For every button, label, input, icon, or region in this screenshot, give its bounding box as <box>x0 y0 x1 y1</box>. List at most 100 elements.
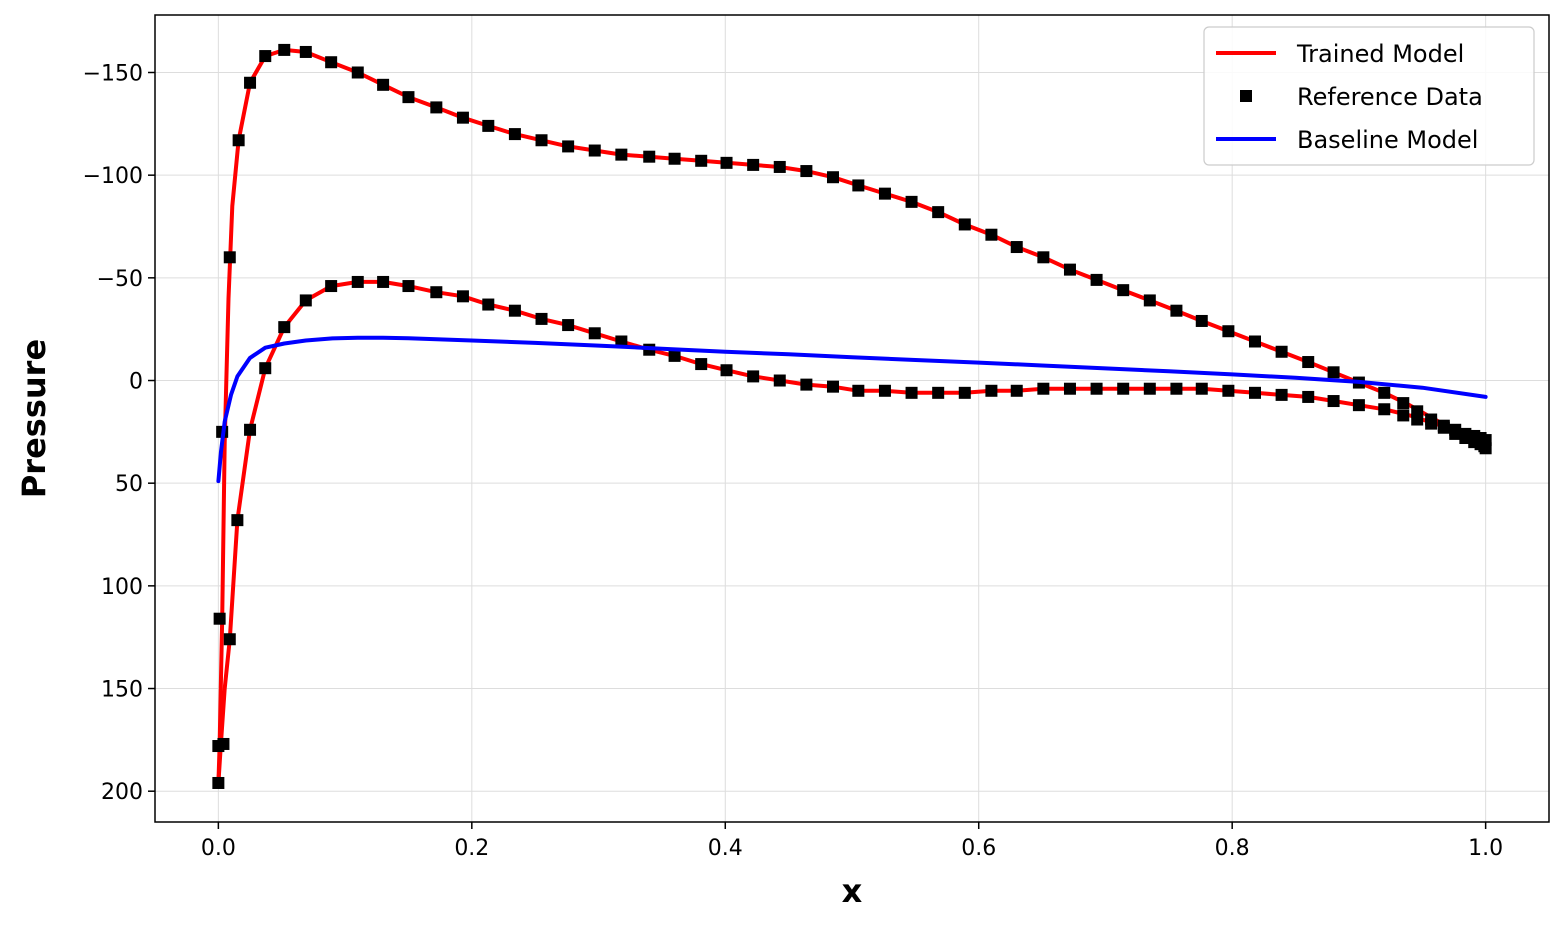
legend: Trained Model Reference Data Baseline Mode… <box>1203 26 1535 166</box>
reference-data-point <box>1302 356 1315 369</box>
reference-data-point <box>1248 335 1261 348</box>
reference-data-point <box>588 327 601 340</box>
reference-data-point <box>1275 388 1288 401</box>
reference-data-point <box>1195 382 1208 395</box>
reference-data-point <box>1302 390 1315 403</box>
y-tick-label: 100 <box>101 575 143 600</box>
reference-data-point <box>1063 263 1076 276</box>
reference-data-point <box>773 160 786 173</box>
reference-data-point <box>958 218 971 231</box>
reference-data-point <box>1037 251 1050 264</box>
reference-data-point <box>508 128 521 141</box>
reference-data-point <box>932 206 945 219</box>
x-tick-label: 0.6 <box>961 836 996 861</box>
x-tick-label: 0.4 <box>708 836 743 861</box>
x-tick-label: 1.0 <box>1468 836 1503 861</box>
reference-data-point <box>1449 423 1462 436</box>
reference-data-point <box>299 45 312 58</box>
reference-data-point <box>402 280 415 293</box>
reference-data-point <box>773 374 786 387</box>
reference-data-point <box>482 298 495 311</box>
reference-data-point <box>1063 382 1076 395</box>
reference-data-point <box>1411 413 1424 426</box>
reference-data-point <box>1170 304 1183 317</box>
reference-data-point <box>1090 273 1103 286</box>
reference-data-point <box>299 294 312 307</box>
reference-data-point <box>223 633 236 646</box>
reference-data-point <box>747 158 760 171</box>
reference-data-point <box>615 148 628 161</box>
reference-data-point <box>377 78 390 91</box>
legend-box <box>1203 26 1535 166</box>
reference-data-point <box>1425 417 1438 430</box>
reference-data-point <box>1195 314 1208 327</box>
reference-data-point <box>1275 345 1288 358</box>
reference-data-point <box>695 358 708 371</box>
reference-data-point <box>482 119 495 132</box>
reference-data-point <box>1117 382 1130 395</box>
y-tick-label: −150 <box>83 61 143 86</box>
reference-data-point <box>244 423 257 436</box>
reference-data-point <box>985 384 998 397</box>
x-tick-label: 0.8 <box>1215 836 1250 861</box>
reference-data-point <box>402 91 415 104</box>
y-tick-label: 200 <box>101 780 143 805</box>
reference-data-point <box>852 384 865 397</box>
reference-data-point <box>1327 395 1340 408</box>
reference-data-point <box>217 737 230 750</box>
reference-data-point <box>826 380 839 393</box>
reference-data-point <box>1352 399 1365 412</box>
reference-data-point <box>456 290 469 303</box>
reference-data-point <box>1397 397 1410 410</box>
reference-data-point <box>643 150 656 163</box>
reference-data-point <box>1248 386 1261 399</box>
reference-data-point <box>878 384 891 397</box>
reference-data-point <box>325 56 338 69</box>
reference-data-point <box>430 286 443 299</box>
reference-data-point <box>932 386 945 399</box>
y-tick-label: 150 <box>101 678 143 703</box>
reference-data-point <box>325 280 338 293</box>
reference-data-point <box>508 304 521 317</box>
reference-data-point <box>351 275 364 288</box>
reference-data-point <box>535 134 548 147</box>
y-axis-label: Pressure <box>15 339 53 498</box>
reference-data-point <box>1117 284 1130 297</box>
reference-data-point <box>213 612 226 625</box>
reference-data-point <box>535 312 548 325</box>
reference-data-point <box>1090 382 1103 395</box>
reference-data-point <box>985 228 998 241</box>
reference-data-point <box>958 386 971 399</box>
reference-data-point <box>588 144 601 157</box>
reference-data-point <box>259 50 272 63</box>
reference-data-point <box>720 156 733 169</box>
reference-data-point <box>668 152 681 165</box>
reference-data-point <box>878 187 891 200</box>
reference-data-point <box>1327 366 1340 379</box>
reference-data-point <box>223 251 236 264</box>
reference-data-point <box>430 101 443 114</box>
y-tick-label: 0 <box>129 370 143 395</box>
y-tick-label: 50 <box>115 472 143 497</box>
reference-data-point <box>259 362 272 375</box>
reference-data-point <box>747 370 760 383</box>
x-tick-label: 0.2 <box>454 836 489 861</box>
y-tick-label: −100 <box>83 164 143 189</box>
series <box>212 43 1492 789</box>
plot-frame <box>154 14 1550 823</box>
legend-label-reference-data: Reference Data <box>1297 83 1483 111</box>
reference-data-point <box>852 179 865 192</box>
reference-data-point <box>377 275 390 288</box>
reference-data-point <box>278 321 291 334</box>
reference-data-point <box>1010 384 1023 397</box>
reference-data-point <box>1378 386 1391 399</box>
reference-data-point <box>278 43 291 56</box>
reference-data-point <box>720 364 733 377</box>
x-tick-label: 0.0 <box>201 836 236 861</box>
reference-data-point <box>1037 382 1050 395</box>
reference-data-point <box>695 154 708 167</box>
reference-data-point <box>244 76 257 89</box>
reference-data-point <box>905 195 918 208</box>
reference-data-point <box>800 165 813 178</box>
